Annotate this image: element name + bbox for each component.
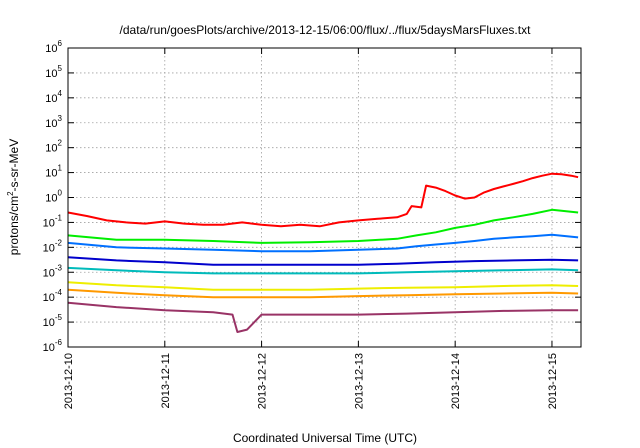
y-tick-label-base: 10 xyxy=(43,292,55,304)
y-tick-label: 102 xyxy=(45,139,62,155)
y-tick-label: 10-4 xyxy=(43,288,63,304)
series-line-3 xyxy=(67,233,579,253)
grid xyxy=(68,48,581,347)
y-tick-label: 10-1 xyxy=(43,213,63,229)
series-line-8 xyxy=(67,301,579,333)
y-tick-label-base: 10 xyxy=(45,43,57,55)
x-tick-labels: 2013-12-10 2013-12-11 2013-12-12 2013-12-13… xyxy=(63,353,559,409)
x-tick-label: 2013-12-15 xyxy=(547,353,559,409)
series-line-2 xyxy=(67,208,579,244)
y-tick-label-base: 10 xyxy=(43,267,55,279)
y-tick-label-base: 10 xyxy=(45,143,57,155)
y-tick-label-sup: -3 xyxy=(55,263,63,272)
y-tick-label: 106 xyxy=(45,39,62,55)
y-tick-label: 103 xyxy=(45,114,62,130)
y-axis-label: protons/cm2-s-sr-MeV xyxy=(6,139,21,255)
y-tick-label-base: 10 xyxy=(45,193,57,205)
y-tick-label-base: 10 xyxy=(43,317,55,329)
ticks xyxy=(67,47,581,348)
y-tick-label-base: 10 xyxy=(43,242,55,254)
y-tick-label: 10-2 xyxy=(43,238,63,254)
series-line-5 xyxy=(67,266,579,275)
x-tick-label: 2013-12-12 xyxy=(257,353,269,409)
x-tick-label: 2013-12-10 xyxy=(63,353,75,409)
y-tick-label-sup: 3 xyxy=(58,114,63,123)
series-layer xyxy=(67,172,579,333)
y-tick-label-sup: -6 xyxy=(55,338,63,347)
y-tick-label: 10-6 xyxy=(43,338,63,354)
x-axis-label: Coordinated Universal Time (UTC) xyxy=(233,431,417,445)
y-tick-label: 101 xyxy=(45,164,62,180)
y-axis-label-base: protons/cm xyxy=(7,196,21,255)
y-tick-label: 104 xyxy=(45,89,62,105)
x-tick-label: 2013-12-11 xyxy=(160,353,172,408)
y-tick-label-base: 10 xyxy=(45,68,57,80)
y-tick-label-sup: 2 xyxy=(58,139,63,148)
y-tick-label-sup: 0 xyxy=(58,189,63,198)
y-tick-label: 10-3 xyxy=(43,263,63,279)
x-tick-label: 2013-12-14 xyxy=(450,353,462,409)
series-line-4 xyxy=(67,256,579,266)
y-tick-label-sup: -4 xyxy=(55,288,63,297)
y-tick-label-sup: 4 xyxy=(58,89,63,98)
y-axis-label-rest: -s-sr-MeV xyxy=(7,139,21,192)
y-tick-label-sup: 1 xyxy=(58,164,63,173)
x-tick-label: 2013-12-13 xyxy=(353,353,365,409)
y-tick-label-base: 10 xyxy=(45,118,57,130)
y-tick-label-base: 10 xyxy=(45,168,57,180)
y-tick-label-sup: 5 xyxy=(58,64,63,73)
y-tick-label-base: 10 xyxy=(43,217,55,229)
y-tick-label-sup: -2 xyxy=(55,238,63,247)
y-tick-label-base: 10 xyxy=(45,93,57,105)
chart-title: /data/run/goesPlots/archive/2013-12-15/0… xyxy=(120,23,532,37)
y-tick-label-sup: 6 xyxy=(58,39,63,48)
y-tick-labels: 10610510410310210110010-110-210-310-410-… xyxy=(43,39,63,354)
series-line-6 xyxy=(67,281,579,291)
y-tick-label-sup: -1 xyxy=(55,213,63,222)
y-tick-label: 105 xyxy=(45,64,62,80)
series-line-7 xyxy=(67,288,579,299)
y-axis-label-sup: 2 xyxy=(6,191,15,196)
series-line-1 xyxy=(67,172,579,228)
y-tick-label-sup: -5 xyxy=(55,313,63,322)
y-tick-label: 10-5 xyxy=(43,313,63,329)
y-tick-label: 100 xyxy=(45,189,62,205)
y-tick-label-base: 10 xyxy=(43,342,55,354)
